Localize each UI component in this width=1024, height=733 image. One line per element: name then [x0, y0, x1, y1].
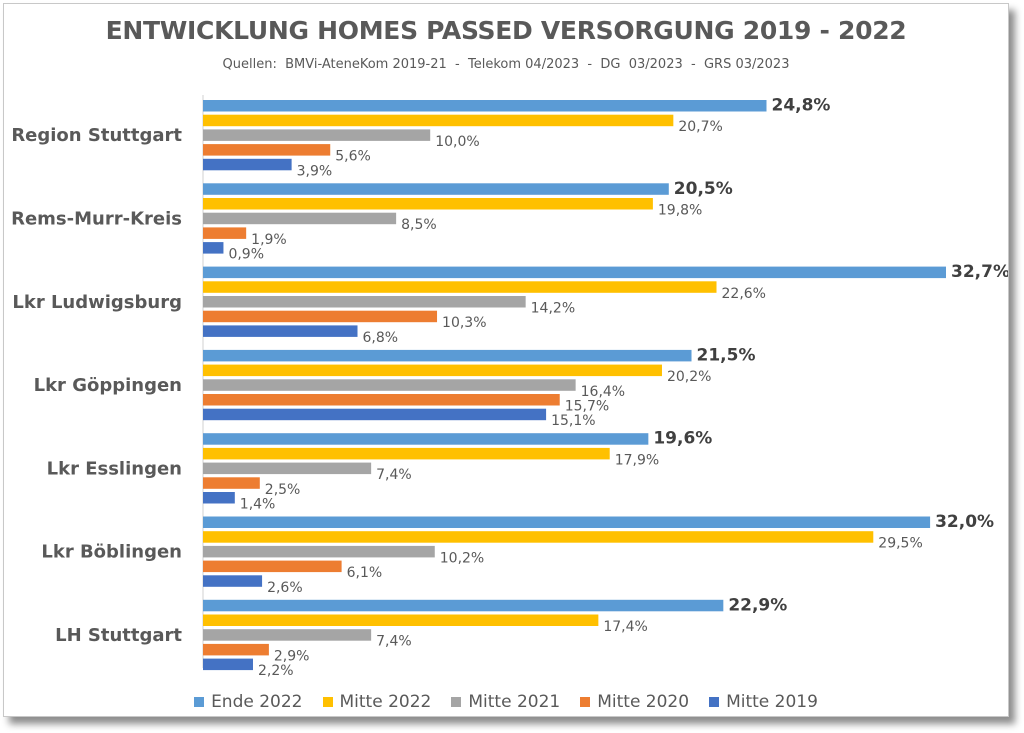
data-label: 5,6% — [335, 149, 371, 165]
data-label: 24,8% — [771, 96, 830, 116]
data-label: 32,0% — [935, 512, 994, 532]
bar — [203, 545, 435, 558]
data-label: 1,9% — [251, 232, 287, 248]
legend-item: Mitte 2020 — [580, 692, 689, 712]
bar — [203, 100, 767, 112]
bar — [203, 281, 717, 293]
bar — [203, 531, 874, 543]
data-label: 10,0% — [435, 134, 479, 150]
bar — [203, 114, 674, 127]
legend-swatch — [451, 697, 462, 707]
bar — [203, 462, 372, 475]
bar — [203, 212, 397, 225]
bar — [203, 658, 253, 671]
data-label: 2,2% — [258, 663, 294, 679]
legend-label: Ende 2022 — [211, 692, 303, 712]
bar — [203, 433, 649, 445]
bar — [203, 198, 653, 210]
chart-title: ENTWICKLUNG HOMES PASSED VERSORGUNG 2019… — [105, 16, 907, 45]
data-label: 20,2% — [667, 369, 711, 385]
bar — [203, 349, 692, 362]
data-label: 10,2% — [440, 550, 484, 566]
data-label: 8,5% — [401, 217, 437, 233]
category-label: LH Stuttgart — [55, 625, 182, 646]
bar — [203, 379, 576, 391]
bar — [203, 560, 342, 573]
legend-item: Mitte 2022 — [322, 692, 432, 712]
bar — [203, 599, 724, 612]
data-label: 19,8% — [658, 203, 702, 219]
chart-legend: Ende 2022 Mitte 2022 Mitte 2021 Mitte 2020 M… — [4, 692, 1008, 712]
bar — [203, 492, 235, 504]
data-label: 6,1% — [347, 565, 383, 581]
bar-chart: Region Stuttgart 24,8% 20,7% 10,0% 5,6%3,9% R… — [11, 95, 1008, 679]
category-label: Lkr Böblingen — [41, 542, 182, 563]
bar — [203, 242, 224, 254]
bar — [203, 310, 438, 323]
data-label: 3,9% — [297, 163, 333, 179]
legend-label: Mitte 2019 — [726, 692, 818, 712]
category-label: Lkr Esslingen — [47, 458, 182, 479]
data-label: 6,8% — [363, 330, 399, 346]
bar — [203, 408, 547, 421]
data-label: 1,4% — [240, 497, 276, 513]
chart-subtitle: Quellen: BMVi-AteneKom 2019-21 - Telekom… — [222, 57, 790, 72]
data-label: 32,7% — [951, 262, 1008, 282]
data-label: 15,7% — [565, 399, 609, 415]
data-label: 17,4% — [603, 619, 647, 635]
legend-label: Mitte 2021 — [468, 692, 561, 712]
category-label: Rems-Murr-Kreis — [11, 208, 182, 229]
bar — [203, 158, 292, 171]
legend-label: Mitte 2022 — [339, 692, 432, 712]
data-label: 21,5% — [697, 345, 756, 365]
legend-item: Mitte 2021 — [451, 692, 560, 712]
data-label: 17,9% — [615, 452, 659, 468]
bar — [203, 575, 263, 587]
legend-swatch — [194, 697, 205, 707]
data-label: 20,5% — [674, 179, 733, 199]
category-label: Lkr Göppingen — [34, 375, 182, 396]
category-label: Region Stuttgart — [11, 125, 182, 146]
legend-item: Mitte 2019 — [709, 692, 818, 712]
data-label: 16,4% — [581, 384, 625, 400]
bar — [203, 227, 247, 239]
data-label: 10,3% — [442, 315, 486, 331]
data-label: 20,7% — [678, 119, 722, 135]
data-label: 22,6% — [722, 286, 766, 302]
bar — [203, 364, 662, 377]
bar — [203, 296, 526, 308]
bar — [203, 614, 599, 626]
chart-card: ENTWICKLUNG HOMES PASSED VERSORGUNG 2019… — [3, 3, 1009, 717]
legend-label: Mitte 2020 — [597, 692, 690, 712]
data-label: 22,9% — [728, 595, 787, 615]
legend-item: Ende 2022 — [194, 692, 303, 712]
bar — [203, 394, 560, 406]
legend-swatch — [580, 697, 591, 707]
legend-swatch — [322, 697, 333, 707]
legend-swatch — [709, 697, 720, 707]
bar — [203, 266, 946, 279]
bar — [203, 516, 931, 528]
bar — [203, 325, 358, 337]
bar — [203, 183, 669, 195]
bar — [203, 629, 372, 641]
data-label: 19,6% — [653, 429, 712, 449]
data-label: 15,1% — [551, 413, 595, 429]
bar — [203, 447, 610, 460]
bar — [203, 643, 269, 656]
data-label: 7,4% — [376, 634, 412, 650]
bar — [203, 144, 331, 156]
data-label: 2,5% — [265, 482, 301, 498]
data-label: 29,5% — [878, 536, 922, 552]
bar — [203, 477, 260, 489]
data-label: 0,9% — [228, 247, 264, 263]
category-label: Lkr Ludwigsburg — [12, 292, 182, 313]
data-label: 2,6% — [267, 580, 303, 596]
bar — [203, 129, 431, 141]
data-label: 2,9% — [274, 648, 310, 664]
data-label: 14,2% — [531, 301, 575, 317]
data-label: 7,4% — [376, 467, 412, 483]
